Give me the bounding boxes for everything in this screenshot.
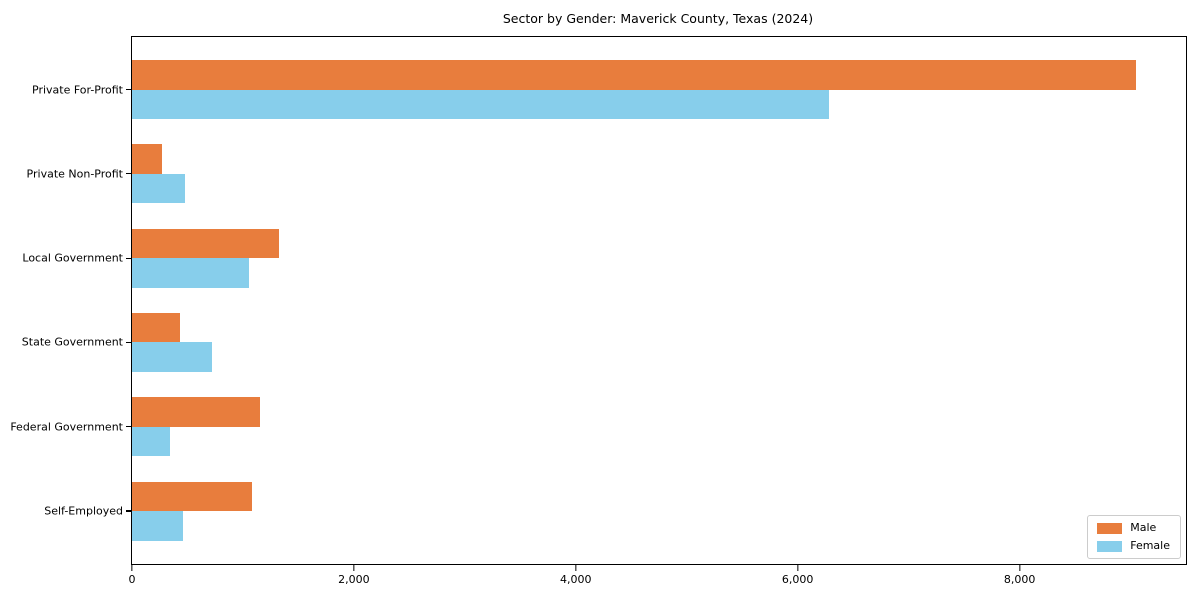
y-label-private-non-profit: Private Non-Profit xyxy=(26,167,123,181)
x-label-2-000: 2,000 xyxy=(338,573,370,586)
y-tick-state-government xyxy=(126,341,132,344)
x-tick-2-000 xyxy=(353,565,355,571)
x-label-8-000: 8,000 xyxy=(1003,573,1036,586)
legend-item-female: Female xyxy=(1097,540,1170,552)
bar-female-self-employed xyxy=(132,511,183,541)
y-tick-private-non-profit xyxy=(126,173,132,175)
legend-swatch-female-icon xyxy=(1097,540,1123,552)
x-tick-8-000 xyxy=(1018,565,1021,571)
x-tick-6-000 xyxy=(797,565,799,571)
legend-item-male: Male xyxy=(1097,522,1170,534)
x-label-0: 0 xyxy=(128,573,136,586)
bar-male-local-government xyxy=(132,228,279,259)
bar-male-federal-government xyxy=(132,397,260,427)
x-tick-4-000 xyxy=(575,565,577,571)
x-label-4-000: 4,000 xyxy=(560,573,592,586)
x-label-6-000: 6,000 xyxy=(781,573,814,586)
bar-female-private-for-profit xyxy=(132,89,829,119)
y-label-self-employed: Self-Employed xyxy=(44,504,123,518)
y-tick-local-government xyxy=(126,257,132,259)
legend-label-male: Male xyxy=(1130,521,1157,534)
x-tick-0 xyxy=(131,565,133,571)
bar-female-state-government xyxy=(132,342,212,372)
bar-male-private-for-profit xyxy=(132,60,1137,90)
y-label-local-government: Local Government xyxy=(22,251,123,265)
y-tick-private-for-profit xyxy=(126,88,132,91)
plot-area: Male Female Private For-Profit Private No… xyxy=(10,36,1187,586)
y-label-federal-government: Federal Government xyxy=(10,420,123,434)
legend: Male Female xyxy=(1087,515,1181,559)
bar-female-federal-government xyxy=(132,426,170,457)
chart-title: Sector by Gender: Maverick County, Texas… xyxy=(502,11,814,26)
bar-male-self-employed xyxy=(132,481,252,511)
y-label-state-government: State Government xyxy=(21,335,123,349)
bar-male-state-government xyxy=(132,312,180,343)
y-tick-self-employed xyxy=(126,510,132,512)
legend-swatch-male-icon xyxy=(1097,522,1123,534)
bar-male-private-non-profit xyxy=(132,144,162,174)
bar-female-private-non-profit xyxy=(132,173,186,204)
y-label-private-for-profit: Private For-Profit xyxy=(32,83,123,96)
bar-female-local-government xyxy=(132,258,249,288)
legend-label-female: Female xyxy=(1130,539,1170,552)
y-tick-federal-government xyxy=(126,426,132,428)
